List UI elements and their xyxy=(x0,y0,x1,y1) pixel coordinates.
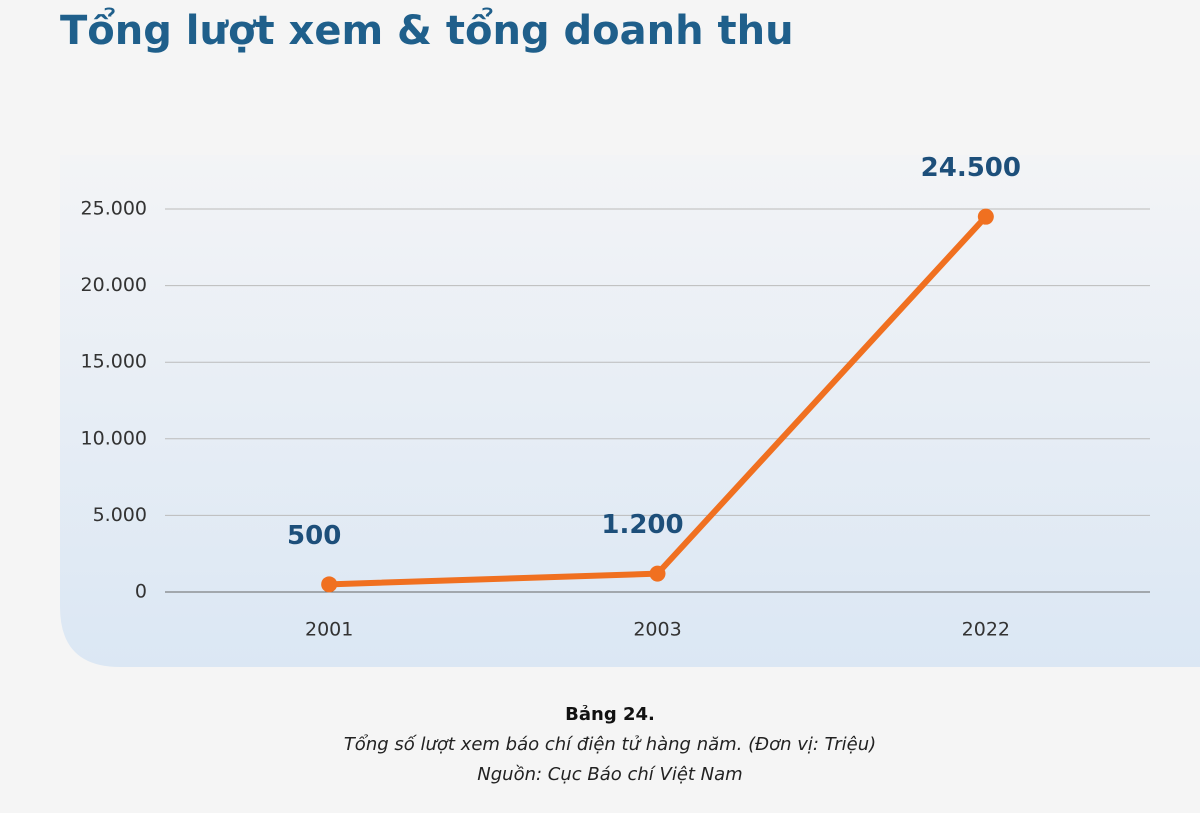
point xyxy=(649,565,666,582)
chart-panel xyxy=(60,155,1200,667)
value-label: 500 xyxy=(287,521,341,551)
y-tick-label: 5.000 xyxy=(93,504,147,526)
point xyxy=(977,208,994,225)
source: Nguồn: Cục Báo chí Việt Nam xyxy=(477,764,742,785)
caption-title: Bảng 24. xyxy=(565,704,655,725)
y-tick-label: 15.000 xyxy=(81,351,147,373)
value-label: 24.500 xyxy=(921,153,1021,183)
chart-title: Tổng lượt xem & tổng doanh thu xyxy=(60,6,794,54)
caption: Tổng số lượt xem báo chí điện tử hàng nă… xyxy=(344,734,876,755)
x-tick-label: 2003 xyxy=(633,619,681,641)
point xyxy=(321,576,338,593)
x-tick-label: 2001 xyxy=(305,619,353,641)
y-tick-label: 10.000 xyxy=(81,427,147,449)
y-tick-label: 20.000 xyxy=(81,274,147,296)
y-tick-label: 0 xyxy=(135,581,147,603)
y-tick-label: 25.000 xyxy=(81,198,147,220)
x-tick-label: 2022 xyxy=(962,619,1010,641)
value-label: 1.200 xyxy=(601,510,683,540)
